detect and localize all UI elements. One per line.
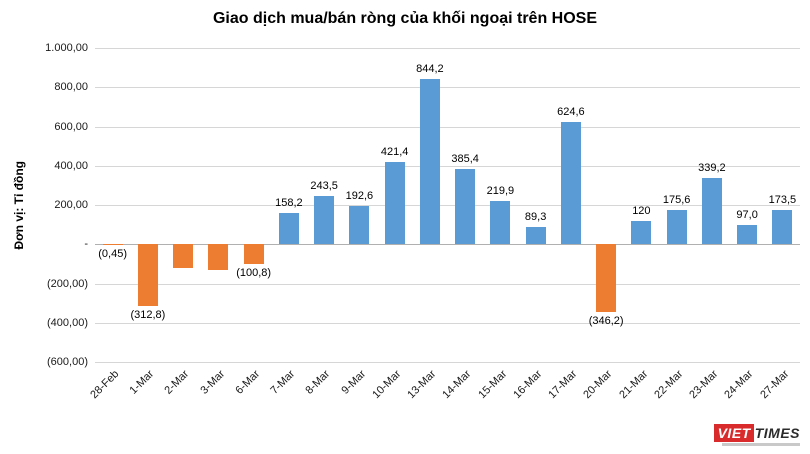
bar-8-Mar <box>314 196 335 245</box>
y-tick-label: 200,00 <box>54 199 88 211</box>
x-tick-label: 24-Mar <box>722 368 756 402</box>
x-tick-label: 22-Mar <box>651 368 686 402</box>
data-label-27-Mar: 173,5 <box>768 194 797 207</box>
chart-title: Giao dịch mua/bán ròng của khối ngoại tr… <box>212 10 598 27</box>
gridline <box>95 126 800 128</box>
y-tick-label: 1.000,00 <box>45 42 88 54</box>
x-tick-label: 20-Mar <box>581 368 615 402</box>
data-label-8-Mar: 243,5 <box>310 180 338 193</box>
bar-6-Mar <box>243 244 264 265</box>
x-tick-label: 1-Mar <box>127 368 157 397</box>
y-tick-label: - <box>84 238 88 251</box>
data-label-22-Mar: 175,6 <box>662 193 691 206</box>
bar-23-Mar <box>701 177 722 245</box>
logo-viet: VIET <box>713 424 754 442</box>
x-tick-label: 17-Mar <box>546 368 580 402</box>
x-tick-label: 27-Mar <box>757 368 791 402</box>
bar-22-Mar <box>666 209 687 245</box>
data-label-10-Mar: 421,4 <box>380 145 409 158</box>
x-tick-label: 9-Mar <box>339 368 368 397</box>
x-tick-label: 23-Mar <box>687 368 721 402</box>
bar-15-Mar <box>490 201 511 245</box>
gridline <box>95 283 800 285</box>
data-label-14-Mar: 385,4 <box>451 152 479 165</box>
logo-times: TIMES <box>754 425 800 441</box>
x-tick-label: 3-Mar <box>198 368 227 397</box>
bar-9-Mar <box>349 206 370 245</box>
data-label-7-Mar: 158,2 <box>275 197 303 210</box>
data-label-9-Mar: 192,6 <box>345 190 374 203</box>
data-label-17-Mar: 624,6 <box>557 105 585 118</box>
bar-16-Mar <box>525 226 546 245</box>
y-tick-label: (400,00) <box>47 316 88 329</box>
bar-3-Mar <box>208 244 229 270</box>
data-label-16-Mar: 89,3 <box>524 210 547 223</box>
x-tick-label: 15-Mar <box>475 368 509 402</box>
x-tick-label: 2-Mar <box>162 368 192 397</box>
x-tick-label: 8-Mar <box>303 368 333 397</box>
x-tick-label: 7-Mar <box>268 368 298 397</box>
bar-13-Mar <box>419 78 440 245</box>
bar-1-Mar <box>137 244 158 306</box>
x-tick-label: 13-Mar <box>405 368 439 402</box>
bar-2-Mar <box>173 244 194 268</box>
y-tick-label: (600,00) <box>47 356 88 368</box>
logo-tagline <box>722 443 800 446</box>
x-tick-label: 6-Mar <box>233 368 263 397</box>
data-label-6-Mar: (100,8) <box>236 267 272 280</box>
data-label-21-Mar: 120 <box>632 204 651 217</box>
x-tick-label: 28-Feb <box>87 368 122 402</box>
gridline <box>95 322 800 324</box>
x-axis-tick-labels: 28-Feb 1-Mar 2-Mar 3-Mar 6-Mar 7-Mar 8-Mar 9-Ma… <box>88 366 800 430</box>
bar-10-Mar <box>384 161 405 245</box>
bar-27-Mar <box>772 210 793 245</box>
data-label-15-Mar: 219,9 <box>486 185 515 198</box>
y-tick-label: 400,00 <box>54 159 88 172</box>
gridline <box>95 48 800 49</box>
viettimes-logo: VIET TIMES <box>713 424 800 446</box>
gridline <box>95 205 800 206</box>
y-tick-label: (200,00) <box>47 277 88 290</box>
data-label-20-Mar: (346,2) <box>588 315 624 328</box>
bar-17-Mar <box>560 121 581 245</box>
bar-20-Mar <box>596 244 617 313</box>
bar-14-Mar <box>455 168 476 245</box>
gridline <box>95 165 800 167</box>
bar-24-Mar <box>737 225 758 245</box>
gridline <box>95 362 800 363</box>
data-label-24-Mar: 97,0 <box>736 209 758 222</box>
x-tick-label: 21-Mar <box>616 368 650 402</box>
gridline <box>95 87 800 89</box>
x-tick-label: 14-Mar <box>440 368 474 402</box>
x-tick-label: 10-Mar <box>369 368 404 402</box>
bar-21-Mar <box>631 220 652 245</box>
zero-axis-line <box>95 244 800 246</box>
data-label-13-Mar: 844,2 <box>416 62 444 75</box>
bar-7-Mar <box>278 213 299 245</box>
y-tick-label: 600,00 <box>54 120 88 133</box>
data-label-28-Feb: (0,45) <box>98 247 127 260</box>
x-tick-label: 16-Mar <box>510 368 545 402</box>
logo-text: VIET TIMES <box>713 424 800 442</box>
data-label-23-Mar: 339,2 <box>698 161 726 174</box>
plot-area: (0,45) (312,8) (100,8) 158,2 243,5 192,6 421,4… <box>95 48 800 363</box>
y-tick-label: 800,00 <box>54 81 88 94</box>
bar-28-Feb <box>102 244 123 245</box>
y-axis-tick-labels: 1.000,00 800,00 600,00 400,00 200,00 - (200,00… <box>0 42 88 368</box>
data-label-1-Mar: (312,8) <box>130 308 166 321</box>
